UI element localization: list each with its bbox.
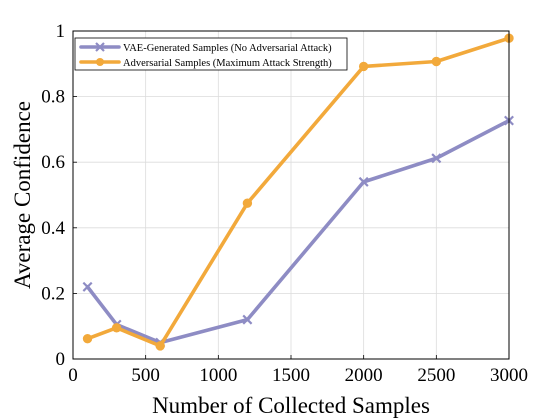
- x-tick-label-1: 500: [131, 365, 160, 386]
- x-tick-label-2: 1000: [199, 365, 237, 386]
- legend-label-vae: VAE-Generated Samples (No Adversarial At…: [123, 43, 332, 54]
- legend-marker-adversarial: [96, 58, 104, 66]
- legend-label-adversarial: Adversarial Samples (Maximum Attack Stre…: [123, 58, 332, 69]
- x-tick-label-0: 0: [68, 365, 78, 386]
- y-tick-label-2: 0.4: [41, 218, 65, 239]
- x-tick-label-3: 1500: [272, 365, 310, 386]
- series-layer: [82, 33, 514, 351]
- data-point-vae-4: [358, 176, 369, 187]
- data-point-adversarial-5: [431, 56, 442, 67]
- data-point-vae-5: [431, 153, 442, 164]
- data-point-adversarial-0: [82, 333, 93, 344]
- data-point-adversarial-2: [155, 341, 165, 351]
- y-tick-label-0: 0: [56, 349, 66, 370]
- legend: VAE-Generated Samples (No Adversarial At…: [74, 37, 348, 71]
- ticks: 0 500 1000 1500 2000 2500 3000 0 0.2 0.4 0.6 0.8 1: [41, 21, 528, 386]
- data-point-adversarial-3: [242, 198, 253, 208]
- y-tick-label-1: 0.2: [41, 283, 65, 304]
- y-tick-label-4: 0.8: [41, 87, 65, 108]
- x-tick-label-4: 2000: [345, 365, 383, 386]
- legend-marker-vae: [95, 42, 105, 52]
- y-tick-label-5: 1: [56, 21, 66, 42]
- x-axis-title: Number of Collected Samples: [152, 393, 430, 418]
- x-tick-label-5: 2500: [417, 365, 455, 386]
- data-point-adversarial-1: [111, 323, 122, 333]
- x-tick-label-6: 3000: [490, 365, 528, 386]
- y-axis-title: Average Confidence: [10, 101, 35, 289]
- data-point-adversarial-4: [358, 61, 369, 72]
- data-point-vae-0: [82, 281, 93, 292]
- legend-box: [74, 37, 348, 71]
- data-point-vae-3: [242, 314, 253, 325]
- y-tick-label-3: 0.6: [41, 152, 65, 173]
